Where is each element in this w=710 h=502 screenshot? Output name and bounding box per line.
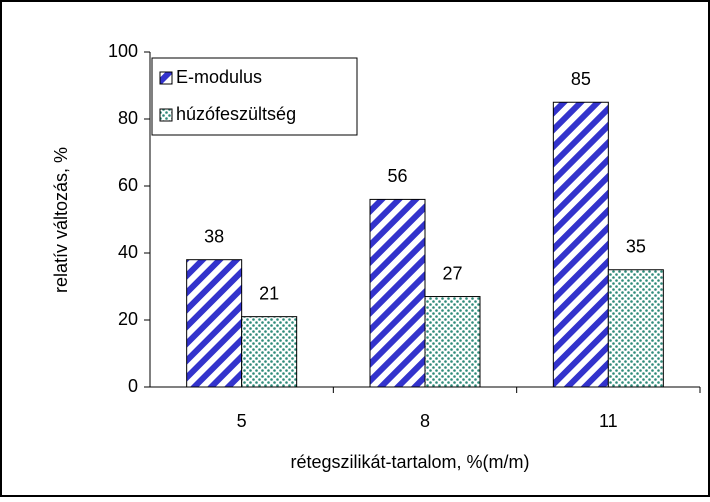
value-label: 27 xyxy=(442,263,462,283)
bar xyxy=(369,198,426,388)
bar xyxy=(241,316,298,388)
bar xyxy=(607,269,664,388)
value-label: 35 xyxy=(626,237,646,257)
bar xyxy=(424,296,481,388)
legend-label: húzófeszültség xyxy=(176,104,296,124)
value-label: 21 xyxy=(259,283,279,303)
y-axis-title: relatív változás, % xyxy=(51,147,71,293)
x-tick-label: 5 xyxy=(237,411,247,431)
y-tick-label: 60 xyxy=(118,175,138,195)
x-tick-label: 11 xyxy=(599,411,618,431)
y-tick-label: 40 xyxy=(118,242,138,262)
value-label: 85 xyxy=(571,69,591,89)
y-tick-label: 100 xyxy=(108,41,138,61)
bar xyxy=(552,101,609,388)
y-tick-label: 80 xyxy=(118,108,138,128)
y-tick-label: 20 xyxy=(118,309,138,329)
legend-swatch xyxy=(159,71,173,85)
value-label: 38 xyxy=(204,226,224,246)
legend-label: E-modulus xyxy=(176,67,262,87)
y-tick-label: 0 xyxy=(128,376,138,396)
value-label: 56 xyxy=(387,166,407,186)
bar xyxy=(186,259,243,388)
x-axis-title: rétegszilikát-tartalom, %(m/m) xyxy=(290,452,529,472)
legend-swatch xyxy=(159,108,173,122)
x-tick-label: 8 xyxy=(420,411,430,431)
legend-box xyxy=(151,57,358,136)
